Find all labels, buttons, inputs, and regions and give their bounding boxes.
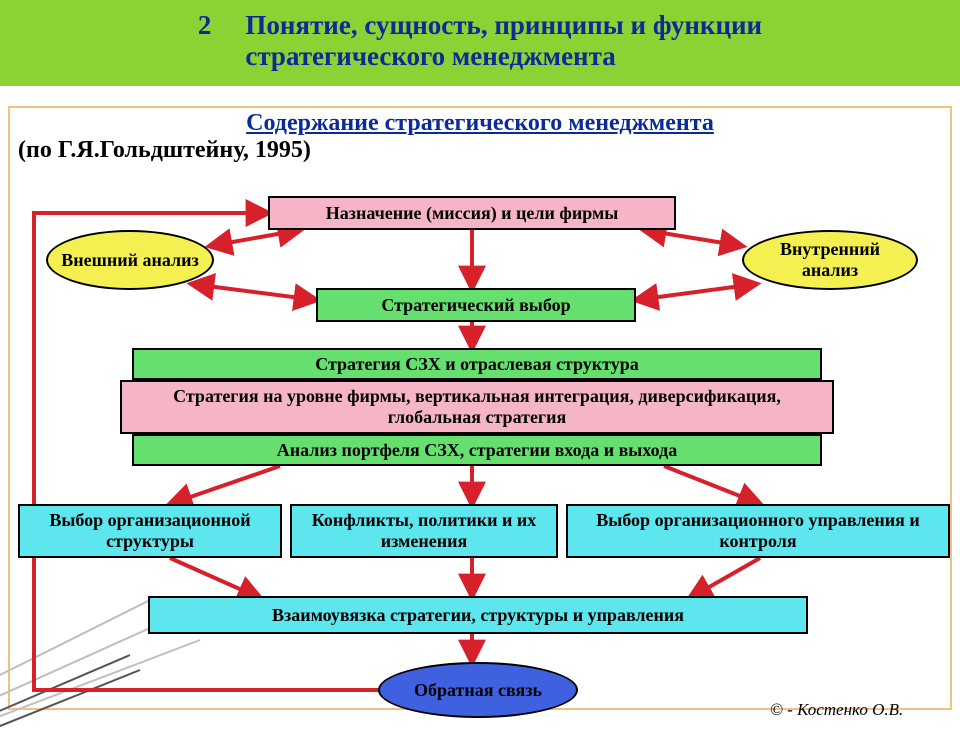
- copyright-text: © - Костенко О.В.: [770, 700, 903, 719]
- node-portfolio: Анализ портфеля СЗХ, стратегии входа и в…: [132, 434, 822, 466]
- node-conflicts: Конфликты, политики и их изменения: [290, 504, 558, 558]
- node-feedback-label: Обратная связь: [414, 680, 542, 701]
- node-internal-label: Внутренний анализ: [750, 239, 910, 280]
- node-orgstruct: Выбор организационной структуры: [18, 504, 282, 558]
- node-orgmgmt-label: Выбор организационного управления и конт…: [574, 510, 942, 551]
- node-feedback: Обратная связь: [378, 662, 578, 718]
- node-internal: Внутренний анализ: [742, 230, 918, 290]
- nodes-layer: Назначение (миссия) и цели фирмы Внешний …: [0, 0, 960, 720]
- node-portfolio-label: Анализ портфеля СЗХ, стратегии входа и в…: [277, 440, 678, 461]
- node-orgmgmt: Выбор организационного управления и конт…: [566, 504, 950, 558]
- node-szh-label: Стратегия СЗХ и отраслевая структура: [315, 354, 639, 375]
- node-choice: Стратегический выбор: [316, 288, 636, 322]
- node-orgstruct-label: Выбор организационной структуры: [26, 510, 274, 551]
- node-external-label: Внешний анализ: [61, 250, 198, 271]
- node-firm-label: Стратегия на уровне фирмы, вертикальная …: [128, 386, 826, 427]
- node-conflicts-label: Конфликты, политики и их изменения: [298, 510, 550, 551]
- node-external: Внешний анализ: [46, 230, 214, 290]
- node-linkage: Взаимоувязка стратегии, структуры и упра…: [148, 596, 808, 634]
- node-choice-label: Стратегический выбор: [381, 295, 570, 316]
- node-mission: Назначение (миссия) и цели фирмы: [268, 196, 676, 230]
- node-firm: Стратегия на уровне фирмы, вертикальная …: [120, 380, 834, 434]
- node-mission-label: Назначение (миссия) и цели фирмы: [326, 203, 619, 224]
- copyright: © - Костенко О.В.: [770, 700, 903, 720]
- node-linkage-label: Взаимоувязка стратегии, структуры и упра…: [272, 605, 684, 626]
- node-szh: Стратегия СЗХ и отраслевая структура: [132, 348, 822, 380]
